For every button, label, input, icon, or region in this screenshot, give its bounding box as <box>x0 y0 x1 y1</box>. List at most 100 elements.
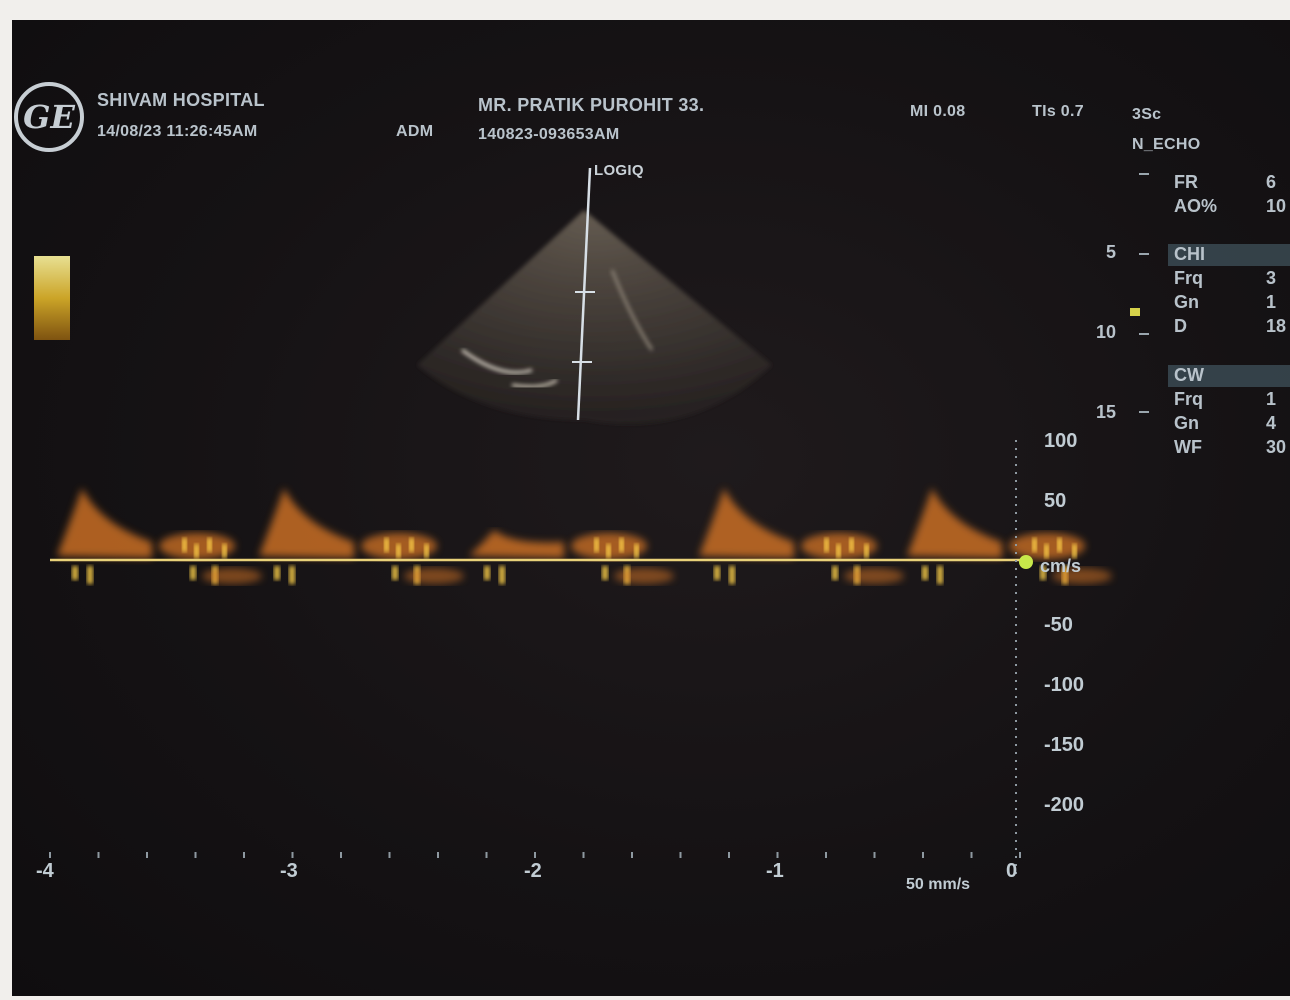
reverse-signal <box>1052 568 1112 584</box>
time-tick-neg4: -4 <box>36 860 54 882</box>
time-tick-neg3: -3 <box>280 860 298 882</box>
signal-fleck <box>836 544 841 558</box>
param-cw-frq-label: Frq <box>1174 389 1203 409</box>
reverse-signal <box>614 568 674 584</box>
doppler-spectrum <box>57 488 1112 670</box>
reverse-fleck <box>832 566 838 580</box>
signal-fleck <box>634 544 639 558</box>
exam-datetime: 14/08/23 11:26:45AM <box>97 123 258 140</box>
velocity-tick-neg200: -200 <box>1044 794 1085 816</box>
param-wf-label: WF <box>1174 437 1202 457</box>
ge-logo-icon: GE <box>14 82 84 152</box>
depth-label-15: 15 <box>1095 402 1116 422</box>
signal-fleck <box>864 544 869 558</box>
time-tick-0: 0 <box>1006 860 1018 882</box>
sweep-speed: 50 mm/s <box>906 876 971 893</box>
reverse-fleck <box>602 566 608 580</box>
signal-fleck <box>824 538 829 552</box>
systolic-envelope <box>907 488 1002 558</box>
param-wf-value: 30 <box>1266 437 1287 457</box>
signal-fleck <box>424 544 429 558</box>
param-cw-frq-value: 1 <box>1266 389 1277 409</box>
depth-label-10: 10 <box>1095 322 1116 342</box>
reverse-fleck <box>72 566 78 580</box>
baseline-marker[interactable] <box>1019 555 1033 569</box>
cw-cursor-line[interactable] <box>572 167 595 421</box>
chi-section-bar <box>1168 244 1290 266</box>
time-tick-neg2: -2 <box>524 860 542 882</box>
systolic-envelope <box>259 488 354 558</box>
signal-fleck <box>396 544 401 558</box>
param-fr-value: 6 <box>1266 172 1277 192</box>
param-chi-gn-label: Gn <box>1174 292 1199 312</box>
mechanical-index: MI 0.08 <box>910 103 966 120</box>
reverse-fleck <box>922 566 928 580</box>
param-cw-gn-value: 4 <box>1266 413 1277 433</box>
param-chi-gn-value: 1 <box>1266 292 1277 312</box>
systolic-envelope <box>57 488 152 558</box>
param-ao-label: AO% <box>1174 196 1218 216</box>
reverse-signal <box>202 568 262 584</box>
velocity-unit: cm/s <box>1040 556 1082 576</box>
signal-fleck <box>849 538 854 552</box>
systolic-envelope <box>469 530 564 558</box>
exam-id: 140823-093653AM <box>478 126 620 143</box>
cw-section-bar <box>1168 365 1290 387</box>
signal-fleck <box>409 538 414 552</box>
hospital-name: SHIVAM HOSPITAL <box>97 90 265 110</box>
signal-fleck <box>384 538 389 552</box>
signal-fleck <box>1057 538 1062 552</box>
signal-fleck <box>1032 538 1037 552</box>
systolic-envelope <box>699 488 794 558</box>
focus-marker[interactable] <box>1130 308 1140 316</box>
param-d-label: D <box>1174 316 1187 336</box>
param-ao-value: 10 <box>1266 196 1287 216</box>
velocity-tick-neg100: -100 <box>1044 674 1085 696</box>
velocity-tick-100: 100 <box>1044 430 1078 452</box>
time-axis-ticks <box>49 852 1021 858</box>
velocity-tick-neg50: -50 <box>1044 614 1073 636</box>
signal-fleck <box>207 538 212 552</box>
signal-fleck <box>182 538 187 552</box>
probe-name: 3Sc <box>1132 106 1162 123</box>
param-cw-label: CW <box>1174 365 1204 385</box>
ultrasound-graphics <box>49 167 1149 880</box>
velocity-tick-neg150: -150 <box>1044 734 1085 756</box>
signal-fleck <box>222 544 227 558</box>
signal-fleck <box>606 544 611 558</box>
param-chi-frq-label: Frq <box>1174 268 1203 288</box>
velocity-tick-50: 50 <box>1044 490 1067 512</box>
reverse-signal <box>404 568 464 584</box>
param-cw-gn-label: Gn <box>1174 413 1199 433</box>
reverse-fleck <box>274 566 280 580</box>
thermal-index: TIs 0.7 <box>1032 103 1084 120</box>
reverse-fleck <box>392 566 398 580</box>
reverse-fleck <box>729 566 735 584</box>
operator-id: ADM <box>396 123 434 140</box>
param-chi-frq-value: 3 <box>1266 268 1277 288</box>
reverse-fleck <box>289 566 295 584</box>
echo-sector-image <box>417 210 772 425</box>
signal-fleck <box>194 544 199 558</box>
signal-fleck <box>1072 544 1077 558</box>
param-fr-label: FR <box>1174 172 1198 192</box>
reverse-fleck <box>190 566 196 580</box>
ultrasound-screen: GE SHIVAM HOSPITAL 14/08/23 11:26:45AM A… <box>12 20 1290 996</box>
patient-name: MR. PRATIK PUROHIT 33. <box>478 95 705 115</box>
reverse-fleck <box>937 566 943 584</box>
color-map-bar <box>34 256 70 340</box>
signal-fleck <box>1044 544 1049 558</box>
reverse-fleck <box>484 566 490 580</box>
reverse-fleck <box>1040 566 1046 580</box>
probe-orientation-label: LOGIQ <box>594 162 644 179</box>
reverse-signal <box>844 568 904 584</box>
preset-name: N_ECHO <box>1132 136 1201 153</box>
signal-fleck <box>594 538 599 552</box>
param-chi-label: CHI <box>1174 244 1205 264</box>
reverse-fleck <box>499 566 505 584</box>
time-tick-neg1: -1 <box>766 860 784 882</box>
depth-label-5: 5 <box>1105 242 1116 262</box>
signal-fleck <box>619 538 624 552</box>
depth-scale-ticks <box>1139 173 1149 413</box>
reverse-fleck <box>87 566 93 584</box>
